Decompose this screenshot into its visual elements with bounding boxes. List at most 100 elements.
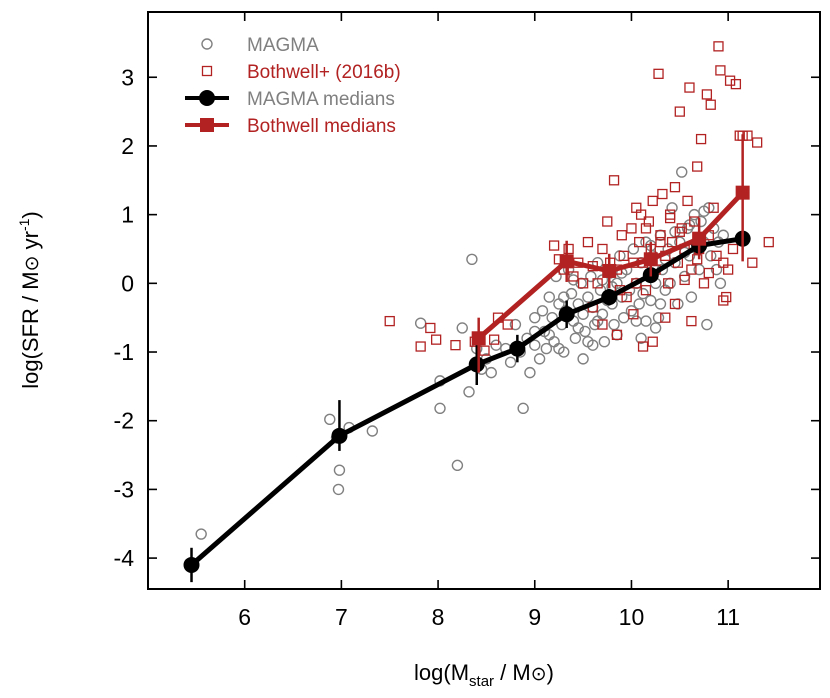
bothwell-point-88 — [718, 295, 729, 306]
bothwell-point-16 — [577, 278, 589, 289]
bothwell-point-13 — [563, 243, 574, 255]
magma-point-20 — [504, 356, 517, 369]
magma-point-47 — [579, 325, 591, 338]
bothwell-point-90 — [640, 223, 652, 234]
bothwell-point-47 — [669, 182, 681, 193]
magma-point-3 — [333, 464, 346, 476]
bothwell-point-0 — [384, 315, 395, 327]
bothwell-point-77 — [763, 236, 774, 248]
bothwell-point-1 — [425, 322, 436, 334]
bothwell-point-40 — [653, 68, 664, 79]
bothwell-point-29 — [626, 223, 637, 234]
legend: MAGMA Bothwell+ (2016b) MAGMA medians Bothw… — [185, 35, 401, 137]
magma-point-4 — [332, 483, 345, 496]
bothwell-point-14 — [568, 271, 579, 282]
bothwell-point-53 — [684, 82, 695, 93]
bothwell-point-10 — [548, 240, 560, 251]
magma-point-118 — [635, 332, 647, 344]
magma-point-83 — [666, 202, 678, 214]
magma-point-87 — [676, 166, 688, 178]
legend-label-bothwell: Bothwell+ (2016b) — [247, 62, 401, 83]
bothwell-median-point-4 — [692, 231, 707, 246]
bothwell-point-81 — [628, 309, 639, 320]
bothwell-point-70 — [727, 243, 739, 255]
magma-point-105 — [577, 353, 589, 365]
magma-point-74 — [645, 294, 657, 307]
y-tick-label-7: 3 — [121, 64, 134, 90]
y-tick-label-4: 0 — [121, 270, 134, 296]
magma-median-point-2 — [468, 356, 485, 373]
magma-point-92 — [688, 208, 701, 221]
magma-median-point-1 — [331, 427, 348, 444]
bothwell-point-64 — [711, 250, 722, 262]
bothwell-point-78 — [637, 341, 649, 352]
magma-point-26 — [529, 311, 541, 324]
bothwell-point-38 — [647, 195, 658, 207]
magma-point-66 — [625, 305, 638, 317]
bothwell-point-80 — [660, 312, 671, 323]
magma-point-48 — [582, 291, 594, 303]
bothwell-median-point-1 — [559, 254, 574, 269]
magma-point-51 — [589, 318, 601, 331]
magma-median-point-4 — [558, 306, 575, 323]
magma-point-59 — [608, 318, 620, 331]
x-axis-title: log(Mstar / M⊙) — [414, 660, 554, 690]
bothwell-point-63 — [708, 202, 719, 213]
magma-point-111 — [630, 315, 642, 327]
bothwell-point-62 — [705, 99, 716, 110]
bothwell-point-46 — [666, 236, 678, 248]
bothwell-point-68 — [721, 291, 732, 303]
bothwell-point-96 — [722, 264, 734, 275]
magma-point-11 — [456, 322, 468, 334]
magma-median-line — [189, 236, 743, 567]
tick-layer: 6 7 8 9 10 11 -4 -3 -2 -1 0 1 2 3 — [114, 12, 820, 630]
magma-point-17 — [485, 366, 497, 379]
median-lines-layer — [183, 134, 751, 583]
magma-point-43 — [569, 332, 582, 344]
bothwell-point-41 — [655, 230, 666, 241]
bothwell-point-36 — [643, 216, 655, 227]
magma-point-69 — [633, 298, 645, 310]
bothwell-point-60 — [701, 89, 713, 100]
magma-point-54 — [596, 308, 609, 320]
bothwell-point-71 — [730, 78, 742, 90]
magma-median-point-0 — [183, 556, 200, 573]
bothwell-point-66 — [715, 65, 726, 76]
magma-point-80 — [659, 284, 671, 296]
magma-point-28 — [533, 353, 546, 365]
magma-point-82 — [664, 277, 676, 290]
magma-point-123 — [654, 298, 667, 310]
bothwell-point-17 — [582, 236, 594, 248]
x-tick-label-3: 9 — [528, 604, 541, 630]
bothwell-point-65 — [713, 41, 724, 52]
magma-point-108 — [558, 291, 570, 303]
bothwell-point-35 — [640, 285, 652, 296]
bothwell-point-5 — [479, 345, 490, 356]
bothwell-point-32 — [634, 236, 645, 248]
bothwell-point-28 — [621, 291, 632, 303]
bothwell-point-56 — [692, 161, 703, 172]
x-tick-label-1: 7 — [335, 604, 348, 630]
bothwell-point-23 — [608, 175, 620, 186]
bothwell-point-69 — [724, 75, 736, 86]
magma-point-125 — [572, 322, 584, 334]
magma-point-101 — [710, 263, 723, 276]
plot-frame — [147, 11, 821, 590]
bothwell-point-45 — [664, 209, 676, 220]
magma-point-12 — [463, 386, 475, 398]
bothwell-point-27 — [618, 250, 629, 262]
bothwell-point-85 — [669, 298, 681, 310]
bothwell-point-58 — [695, 133, 707, 145]
legend-marker-magma — [201, 38, 213, 50]
magma-median-point-3 — [509, 340, 526, 357]
scatter-layer — [195, 41, 774, 540]
y-tick-label-1: -3 — [114, 476, 134, 502]
magma-point-67 — [627, 243, 640, 255]
magma-point-10 — [451, 459, 464, 472]
bothwell-point-89 — [631, 202, 642, 213]
legend-marker-magma-medians — [199, 90, 215, 106]
y-tick-label-5: 1 — [121, 202, 134, 228]
magma-point-119 — [553, 342, 565, 355]
bothwell-point-8 — [502, 319, 513, 330]
